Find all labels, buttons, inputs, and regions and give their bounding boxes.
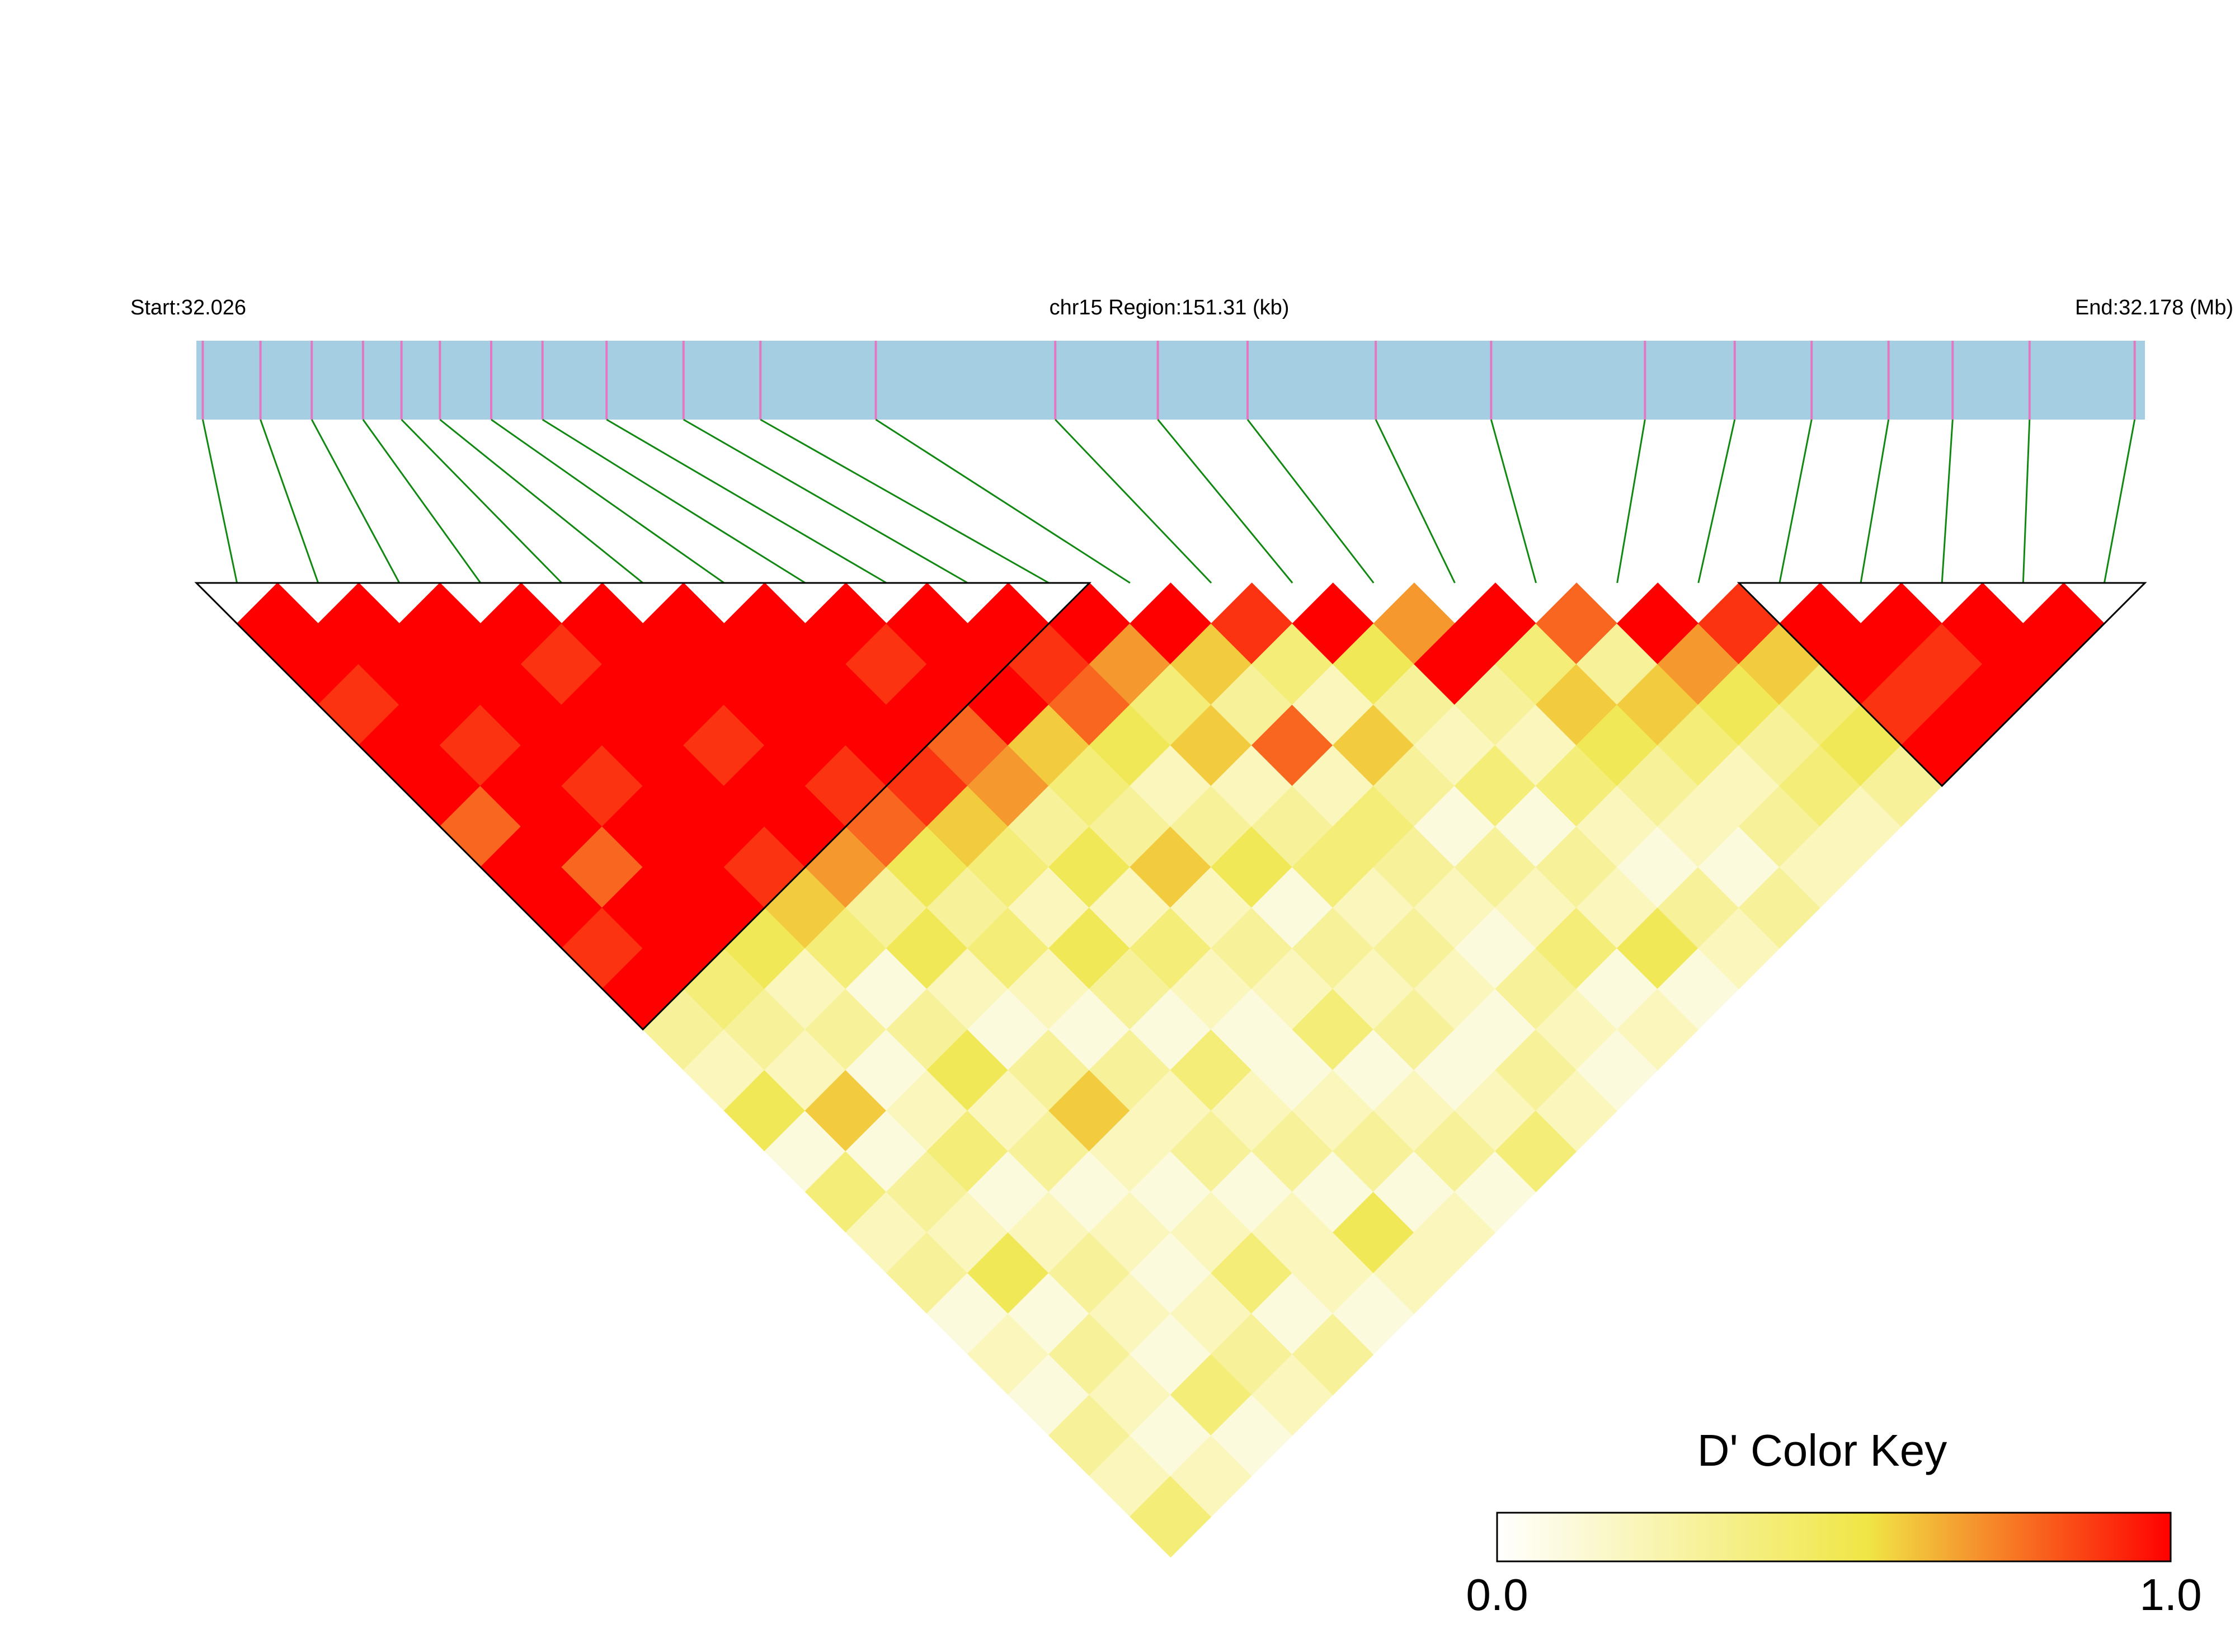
snp-connector xyxy=(1697,419,1736,583)
snp-connector xyxy=(401,418,563,584)
snp-connector xyxy=(1490,419,1537,583)
region-label: chr15 Region:151.31 (kb) xyxy=(1050,296,1290,319)
color-key-label: 0.0 xyxy=(1466,1570,1528,1620)
snp-connector xyxy=(2103,419,2136,583)
color-key-label: 1.0 xyxy=(2139,1570,2201,1620)
snp-connector xyxy=(1616,419,1646,583)
snp-connector xyxy=(683,418,968,584)
snp-connector xyxy=(260,419,319,583)
color-key-bar xyxy=(1496,1512,2172,1562)
snp-connector xyxy=(875,418,1131,584)
snp-connector xyxy=(606,418,887,584)
snp-connector xyxy=(201,419,238,583)
snp-connector xyxy=(1941,419,1954,583)
snp-connector xyxy=(439,418,644,584)
snp-connector xyxy=(362,419,482,583)
end-label: End:32.178 (Mb) xyxy=(2075,296,2233,319)
snp-track xyxy=(196,341,2145,420)
snp-connector xyxy=(310,419,401,583)
snp-connector xyxy=(491,418,725,584)
snp-connector xyxy=(1246,419,1375,583)
snp-connector xyxy=(542,418,806,584)
snp-connector xyxy=(1055,418,1212,584)
snp-connector xyxy=(2022,419,2031,583)
start-label: Start:32.026 xyxy=(130,296,246,319)
snp-connector xyxy=(1157,419,1293,583)
snp-connector xyxy=(1860,419,1890,583)
snp-connector xyxy=(1778,419,1813,583)
color-key-title: D' Color Key xyxy=(1697,1425,1947,1475)
ld-block-outline xyxy=(194,582,1091,1031)
ld-block-outline xyxy=(1737,582,2147,787)
snp-connector xyxy=(1375,419,1456,583)
snp-connector xyxy=(760,418,1050,584)
